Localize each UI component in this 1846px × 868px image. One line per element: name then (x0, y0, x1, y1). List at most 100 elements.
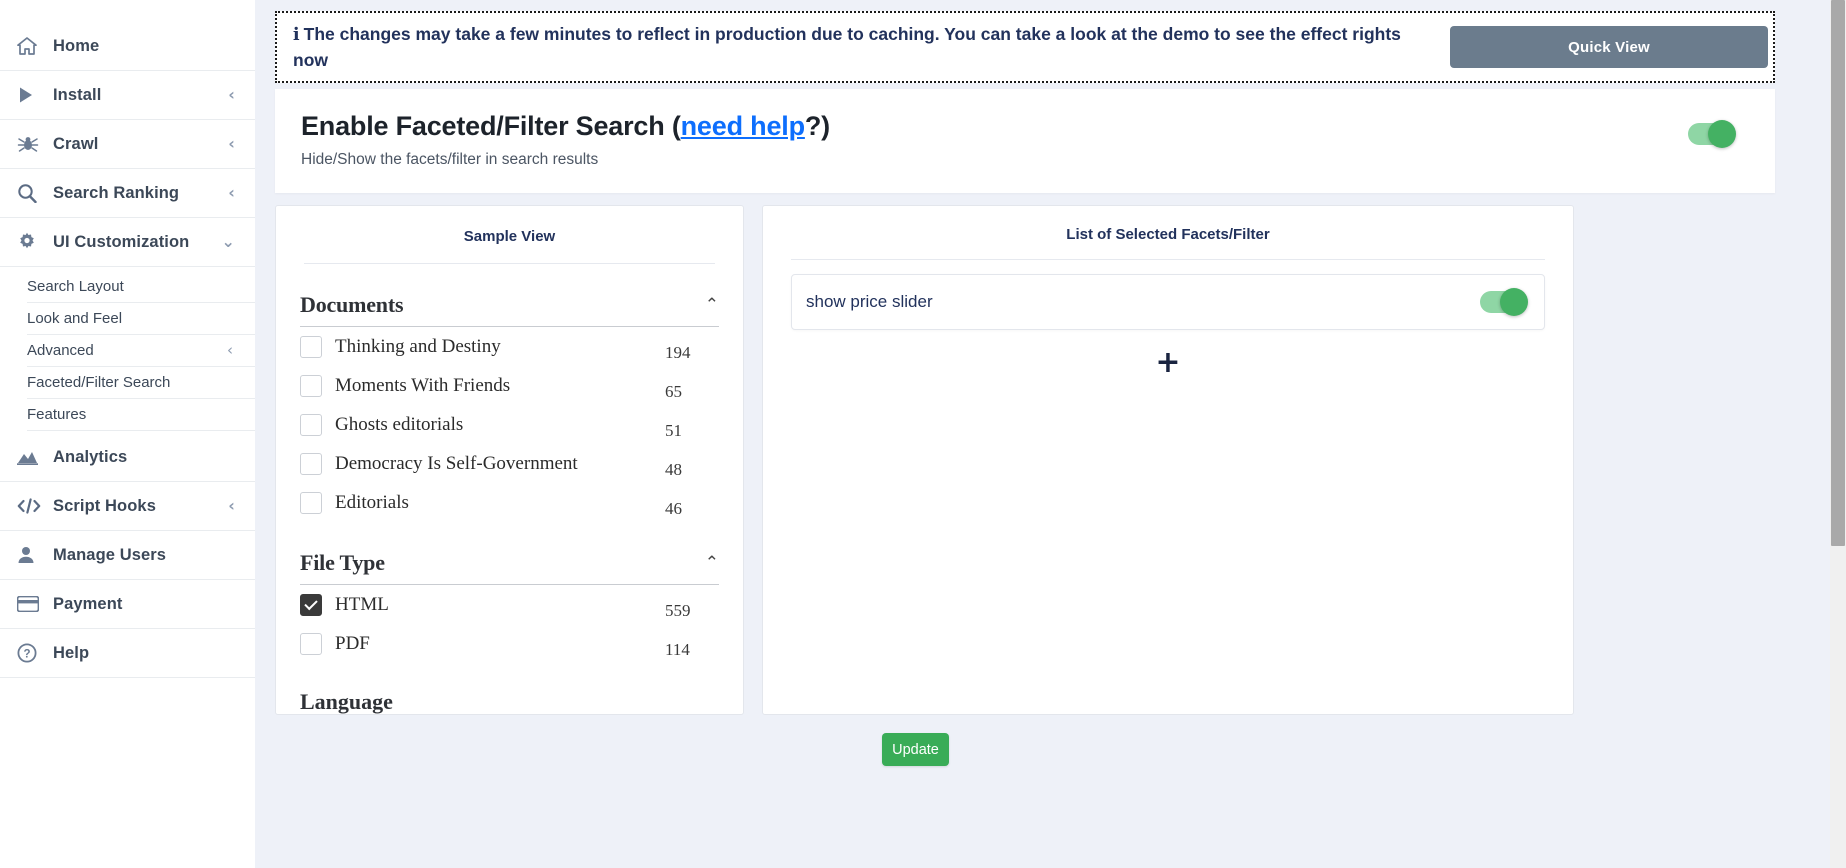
facet-count: 46 (665, 499, 682, 518)
sidebar-item-label: Install (53, 85, 102, 104)
facets-preview: Documents ⌃ Thinking and Destiny 194 Mom… (276, 264, 743, 714)
sidebar-item-ui-customization[interactable]: UI Customization ⌄ (0, 218, 255, 267)
facet-row[interactable]: Democracy Is Self-Government 48 (300, 444, 719, 483)
help-icon: ? (17, 642, 43, 664)
update-button[interactable]: Update (882, 733, 949, 766)
facet-label: Moments With Friends (335, 374, 511, 396)
sidebar-item-manage-users[interactable]: Manage Users (0, 531, 255, 580)
sidebar-item-install[interactable]: Install ‹ (0, 71, 255, 120)
sample-view-card: Sample View Documents ⌃ Thinking and Des… (275, 205, 744, 715)
play-icon (17, 84, 43, 106)
facet-row[interactable]: Moments With Friends 65 (300, 366, 719, 405)
facet-label: PDF (335, 632, 370, 654)
card-divider (791, 259, 1545, 260)
chevron-left-icon: ‹ (228, 496, 235, 515)
sidebar-item-label: Home (53, 36, 100, 55)
sidebar-item-label: Help (53, 643, 90, 662)
svg-text:?: ? (23, 649, 30, 661)
sidebar-item-label: UI Customization (53, 232, 190, 251)
facet-count: 559 (665, 601, 691, 620)
selected-facets-body: show price slider + (763, 274, 1573, 378)
sidebar-item-analytics[interactable]: Analytics (0, 433, 255, 482)
quick-view-button[interactable]: Quick View (1450, 26, 1768, 68)
sidebar-item-search-layout[interactable]: Search Layout (27, 271, 255, 303)
facet-group-name-cutoff: Language (300, 689, 393, 714)
cards-row: Sample View Documents ⌃ Thinking and Des… (275, 205, 1814, 715)
facet-checkbox[interactable] (300, 593, 322, 616)
page-title: Enable Faceted/Filter Search (need help?… (301, 111, 1688, 142)
sidebar-item-crawl[interactable]: Crawl ‹ (0, 120, 255, 169)
sidebar-item-look-and-feel[interactable]: Look and Feel (27, 303, 255, 335)
facet-checkbox[interactable] (300, 374, 322, 397)
chevron-up-icon: ⌃ (704, 552, 719, 573)
add-facet-wrap: + (791, 330, 1545, 378)
sidebar-item-label: Script Hooks (53, 496, 156, 515)
facet-group-header-documents[interactable]: Documents ⌃ (300, 264, 719, 327)
sidebar-item-help[interactable]: ? Help (0, 629, 255, 678)
sidebar-item-label: Analytics (53, 447, 128, 466)
banner-message-wrap: ℹ The changes may take a few minutes to r… (293, 22, 1450, 73)
show-price-slider-toggle[interactable] (1480, 288, 1528, 316)
facet-label: Editorials (335, 491, 409, 513)
chevron-down-icon: ⌄ (221, 232, 235, 251)
facet-row[interactable]: Ghosts editorials 51 (300, 405, 719, 444)
page-scrollbar-thumb[interactable] (1831, 0, 1845, 546)
page-title-suffix: ?) (804, 111, 830, 141)
chart-icon (17, 446, 43, 468)
facet-checkbox[interactable] (300, 413, 322, 436)
page-subtitle: Hide/Show the facets/filter in search re… (301, 151, 599, 168)
facet-label: Thinking and Destiny (335, 335, 501, 357)
main-content: ℹ The changes may take a few minutes to r… (255, 0, 1846, 868)
facet-group-name: Documents (300, 292, 404, 317)
selected-facets-card: List of Selected Facets/Filter show pric… (762, 205, 1574, 715)
selected-facet-row[interactable]: show price slider (791, 274, 1545, 330)
content-column: ℹ The changes may take a few minutes to r… (275, 11, 1814, 766)
sidebar-item-label: Manage Users (53, 545, 167, 564)
sidebar-item-script-hooks[interactable]: Script Hooks ‹ (0, 482, 255, 531)
sidebar-subitem-label: Look and Feel (27, 310, 123, 327)
chevron-up-icon: ⌃ (704, 294, 719, 315)
chevron-left-icon: ‹ (228, 134, 235, 153)
page-scrollbar-track[interactable] (1830, 0, 1846, 868)
chevron-left-icon: ‹ (227, 341, 233, 359)
spider-icon (17, 133, 43, 155)
sidebar-top-spacer (0, 0, 255, 22)
sidebar-item-search-ranking[interactable]: Search Ranking ‹ (0, 169, 255, 218)
facet-label: Democracy Is Self-Government (335, 452, 578, 474)
facet-checkbox[interactable] (300, 632, 322, 655)
facet-label: Ghosts editorials (335, 413, 464, 435)
home-icon (17, 35, 43, 57)
notification-banner: ℹ The changes may take a few minutes to r… (275, 11, 1775, 83)
sidebar-item-advanced[interactable]: Advanced ‹ (27, 335, 255, 367)
facet-checkbox[interactable] (300, 452, 322, 475)
sidebar-item-features[interactable]: Features (27, 399, 255, 431)
add-facet-button[interactable]: + (1155, 345, 1181, 380)
facet-checkbox[interactable] (300, 491, 322, 514)
feature-header-text: Enable Faceted/Filter Search (need help?… (301, 111, 1688, 169)
sidebar-item-label: Payment (53, 594, 123, 613)
feature-header-card: Enable Faceted/Filter Search (need help?… (275, 89, 1775, 193)
sidebar-subitem-label: Faceted/Filter Search (27, 374, 171, 391)
facet-group-header-file-type[interactable]: File Type ⌃ (300, 522, 719, 585)
chevron-left-icon: ‹ (228, 183, 235, 202)
sample-view-title: Sample View (463, 228, 556, 245)
need-help-link[interactable]: need help (680, 111, 805, 141)
selected-facets-title: List of Selected Facets/Filter (1066, 226, 1270, 243)
sidebar-item-faceted-filter-search[interactable]: Faceted/Filter Search (27, 367, 255, 399)
card-icon (17, 593, 43, 615)
enable-faceted-search-toggle[interactable] (1688, 120, 1736, 148)
chevron-left-icon: ‹ (228, 85, 235, 104)
footer-actions: Update (275, 733, 1556, 766)
facet-checkbox[interactable] (300, 335, 322, 358)
facet-row[interactable]: HTML 559 (300, 585, 719, 624)
facet-label: HTML (335, 593, 389, 615)
sidebar-item-label: Crawl (53, 134, 99, 153)
sidebar-item-home[interactable]: Home (0, 22, 255, 71)
sidebar-item-payment[interactable]: Payment (0, 580, 255, 629)
facet-row[interactable]: Thinking and Destiny 194 (300, 327, 719, 366)
sidebar-subitem-label: Search Layout (27, 278, 124, 295)
facet-row[interactable]: PDF 114 (300, 624, 719, 663)
facet-row[interactable]: Editorials 46 (300, 483, 719, 522)
toggle-knob (1500, 288, 1528, 316)
